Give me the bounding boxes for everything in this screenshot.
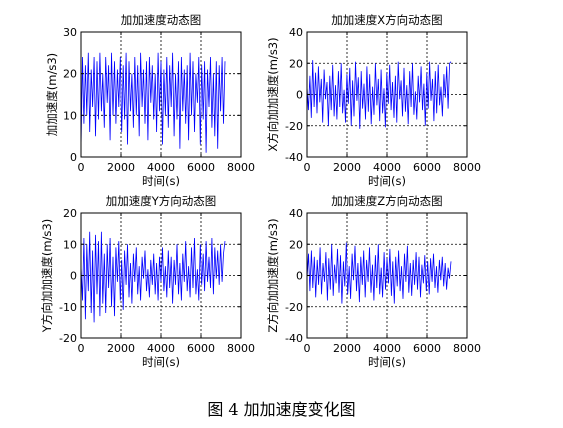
series-line	[306, 60, 452, 129]
x-tick-label: 8000	[453, 161, 481, 174]
x-tick-label: 0	[78, 342, 85, 355]
x-tick-label: 4000	[373, 342, 401, 355]
y-tick-label: -10	[59, 301, 77, 314]
y-tick-label: 10	[63, 109, 77, 122]
x-tick-label: 2000	[333, 342, 361, 355]
x-tick-label: 0	[304, 342, 311, 355]
x-tick-label: 2000	[107, 342, 135, 355]
x-tick-label: 6000	[187, 161, 215, 174]
y-tick-label: 20	[289, 238, 303, 251]
y-tick-label: 20	[63, 207, 77, 220]
x-axis-label: 时间(s)	[368, 355, 406, 369]
chart-panel-3: 0 2000 4000 6000 8000 -20 -10 0 10 20 加加速度Y方向动态图时间…	[40, 194, 255, 369]
y-tick-label: -20	[59, 332, 77, 345]
y-tick-label: 20	[289, 57, 303, 70]
x-tick-label: 4000	[147, 161, 175, 174]
y-tick-label: 40	[289, 26, 303, 39]
y-tick-label: 0	[70, 270, 77, 283]
x-axis-label: 时间(s)	[142, 355, 180, 369]
y-tick-label: -20	[285, 120, 303, 133]
x-tick-label: 4000	[373, 161, 401, 174]
x-tick-label: 0	[304, 161, 311, 174]
y-tick-label: -20	[285, 301, 303, 314]
chart-panel-2: 0 2000 4000 6000 8000 -40 -20 0 20 40 加加速度X方向动态图时间…	[266, 13, 481, 188]
y-tick-label: 20	[63, 68, 77, 81]
chart-title: 加加速度Z方向动态图	[331, 194, 442, 208]
y-tick-label: 0	[70, 151, 77, 164]
series-line	[306, 242, 452, 304]
chart-title: 加加速度动态图	[121, 13, 202, 27]
x-axis-label: 时间(s)	[142, 174, 180, 188]
y-tick-label: -40	[285, 151, 303, 164]
x-tick-label: 6000	[413, 342, 441, 355]
chart-panel-4: 0 2000 4000 6000 8000 -40 -20 0 20 40 加加速度Z方向动态图时间…	[266, 194, 481, 369]
y-tick-label: 0	[296, 270, 303, 283]
x-tick-label: 0	[78, 161, 85, 174]
y-axis-label: X方向加加速度(m/s3)	[266, 37, 280, 151]
x-tick-label: 8000	[453, 342, 481, 355]
y-tick-label: 40	[289, 207, 303, 220]
series-line	[80, 231, 226, 323]
x-tick-label: 4000	[147, 342, 175, 355]
x-tick-label: 8000	[227, 161, 255, 174]
y-tick-label: 0	[296, 89, 303, 102]
y-axis-label: Z方向加加速度(m/s3)	[266, 218, 280, 332]
y-tick-label: 10	[63, 238, 77, 251]
y-axis-label: 加加速度(m/s3)	[45, 53, 59, 136]
x-tick-label: 2000	[107, 161, 135, 174]
y-axis-label: Y方向加加速度(m/s3)	[40, 219, 54, 333]
x-tick-label: 2000	[333, 161, 361, 174]
chart-title: 加加速度Y方向动态图	[106, 194, 217, 208]
x-axis-label: 时间(s)	[368, 174, 406, 188]
y-tick-label: -40	[285, 332, 303, 345]
x-tick-label: 6000	[413, 161, 441, 174]
chart-title: 加加速度X方向动态图	[331, 13, 442, 27]
series-line	[80, 52, 226, 153]
x-tick-label: 8000	[227, 342, 255, 355]
y-tick-label: 30	[63, 26, 77, 39]
x-tick-label: 6000	[187, 342, 215, 355]
figure-caption: 图 4 加加速度变化图	[207, 400, 356, 419]
